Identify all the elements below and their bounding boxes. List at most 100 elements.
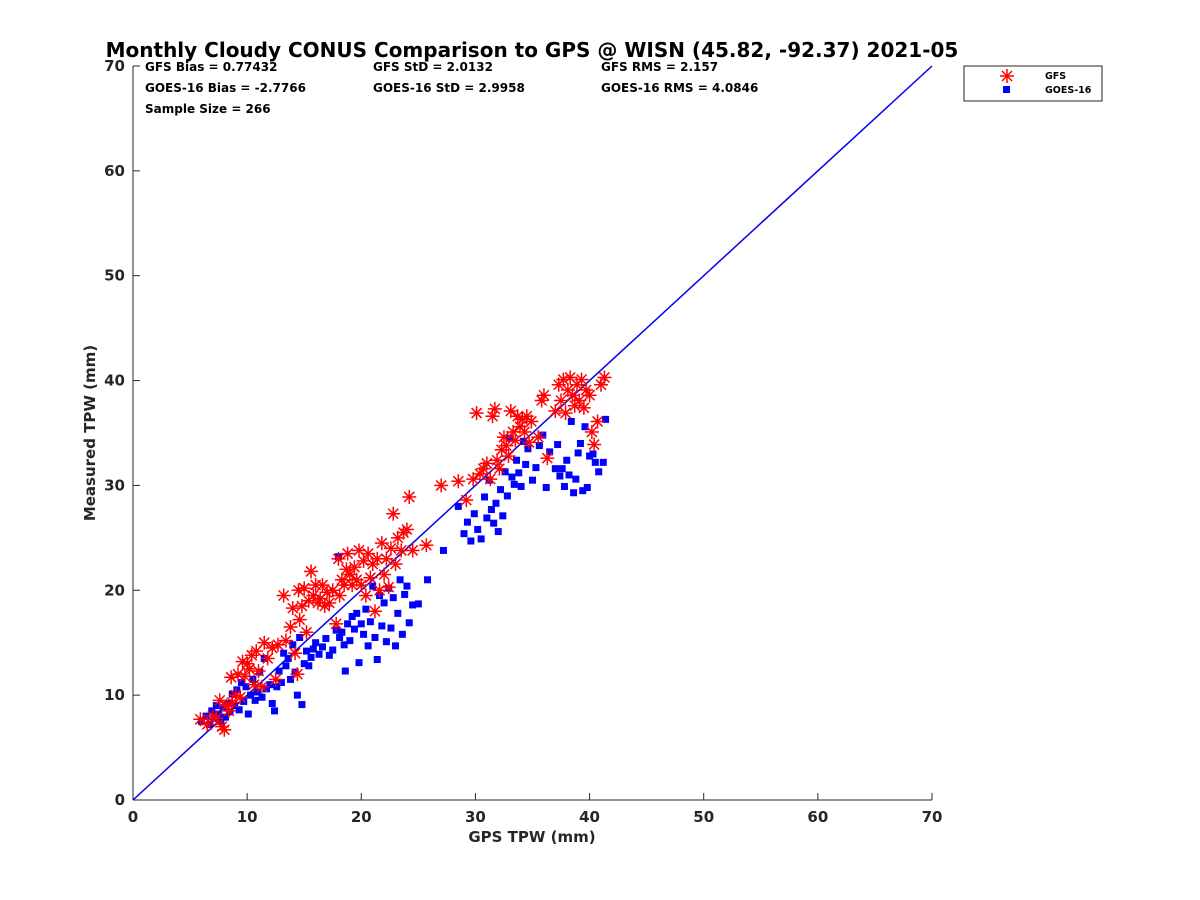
gfs-point bbox=[379, 551, 394, 566]
goes16-point bbox=[263, 685, 271, 693]
goes16-point bbox=[215, 710, 223, 718]
goes16-point bbox=[499, 512, 507, 520]
gfs-point bbox=[501, 449, 516, 464]
gfs-point bbox=[508, 433, 523, 448]
gfs-point bbox=[372, 583, 387, 598]
goes16-point bbox=[546, 448, 554, 456]
goes16-point bbox=[467, 537, 475, 545]
goes16-point bbox=[284, 654, 292, 662]
goes16-point bbox=[454, 502, 462, 510]
gfs-point bbox=[485, 409, 500, 424]
goes16-point bbox=[532, 464, 540, 472]
gfs-point bbox=[276, 588, 291, 603]
y-tick-label: 0 bbox=[115, 791, 125, 809]
goes16-point bbox=[369, 582, 377, 590]
gfs-point bbox=[487, 401, 502, 416]
gfs-point bbox=[476, 461, 491, 476]
goes-bias-text: GOES-16 Bias = -2.7766 bbox=[145, 81, 306, 95]
goes16-point bbox=[247, 691, 255, 699]
gfs-point bbox=[524, 414, 539, 429]
legend: GFS GOES-16 bbox=[963, 65, 1103, 102]
goes16-point bbox=[556, 472, 564, 480]
gfs-point bbox=[434, 478, 449, 493]
goes16-point bbox=[591, 458, 599, 466]
goes16-point bbox=[574, 449, 582, 457]
gfs-point bbox=[377, 567, 392, 582]
goes16-point bbox=[589, 450, 597, 458]
goes16-point bbox=[289, 641, 297, 649]
goes16-point bbox=[497, 486, 505, 494]
gfs-point bbox=[540, 451, 555, 466]
goes16-point bbox=[325, 651, 333, 659]
goes16-point bbox=[517, 482, 525, 490]
goes16-point bbox=[242, 683, 250, 691]
goes16-point bbox=[258, 693, 266, 701]
gfs-point bbox=[490, 453, 505, 468]
gfs-point bbox=[367, 604, 382, 619]
gfs-point bbox=[492, 461, 507, 476]
goes16-point bbox=[474, 525, 482, 533]
gfs-point bbox=[246, 677, 261, 692]
goes16-point bbox=[551, 465, 559, 473]
legend-gfs-label: GFS bbox=[1045, 71, 1066, 82]
goes16-point bbox=[463, 518, 471, 526]
goes16-point bbox=[414, 600, 422, 608]
goes16-point bbox=[483, 514, 491, 522]
goes16-point bbox=[307, 653, 315, 661]
goes16-point bbox=[542, 484, 550, 492]
legend-goes-label: GOES-16 bbox=[1045, 85, 1092, 96]
gfs-point bbox=[292, 612, 307, 627]
goes16-point bbox=[398, 630, 406, 638]
goes16-point bbox=[487, 506, 495, 514]
gfs-point bbox=[405, 543, 420, 558]
goes16-point bbox=[287, 675, 295, 683]
goes16-point bbox=[251, 696, 259, 704]
goes16-point bbox=[353, 609, 361, 617]
goes16-point bbox=[405, 619, 413, 627]
goes16-point bbox=[315, 650, 323, 658]
gfs-point bbox=[331, 551, 346, 566]
gfs-point bbox=[383, 541, 398, 556]
gfs-point bbox=[499, 438, 514, 453]
gfs-point bbox=[242, 661, 257, 676]
gfs-point bbox=[479, 456, 494, 471]
gfs-point bbox=[584, 424, 599, 439]
goes16-point bbox=[579, 487, 587, 495]
goes16-point bbox=[212, 702, 220, 710]
gfs-rms-text: GFS RMS = 2.157 bbox=[601, 60, 718, 74]
x-tick-label: 60 bbox=[807, 808, 828, 826]
gfs-point bbox=[381, 580, 396, 595]
goes16-point bbox=[508, 473, 516, 481]
gfs-point bbox=[590, 414, 605, 429]
goes16-point bbox=[338, 628, 346, 636]
gfs-point bbox=[233, 690, 248, 705]
gfs-point bbox=[270, 637, 285, 652]
goes16-point bbox=[348, 613, 356, 620]
gfs-point bbox=[299, 625, 314, 640]
goes16-point bbox=[364, 642, 372, 650]
goes16-point bbox=[366, 618, 374, 626]
goes16-point bbox=[346, 637, 354, 645]
goes16-point bbox=[387, 624, 395, 632]
goes16-point bbox=[595, 468, 603, 476]
legend-gfs-marker bbox=[1000, 69, 1014, 83]
gfs-point bbox=[576, 400, 591, 415]
goes16-point bbox=[481, 493, 489, 501]
x-tick-label: 10 bbox=[237, 808, 258, 826]
gfs-point bbox=[304, 564, 319, 579]
goes16-point bbox=[360, 630, 368, 638]
goes16-point bbox=[570, 489, 578, 497]
gfs-point bbox=[278, 633, 293, 648]
goes16-point bbox=[275, 667, 283, 675]
goes16-point bbox=[490, 519, 498, 527]
gfs-point bbox=[459, 493, 474, 508]
goes16-point bbox=[373, 655, 381, 663]
gfs-point bbox=[251, 664, 266, 679]
goes16-point bbox=[558, 465, 566, 473]
gfs-point bbox=[399, 522, 414, 537]
gfs-point bbox=[363, 570, 378, 585]
gfs-series bbox=[193, 370, 612, 737]
legend-box bbox=[963, 65, 1103, 102]
goes16-point bbox=[401, 590, 409, 598]
y-axis-label: Measured TPW (mm) bbox=[81, 345, 99, 521]
